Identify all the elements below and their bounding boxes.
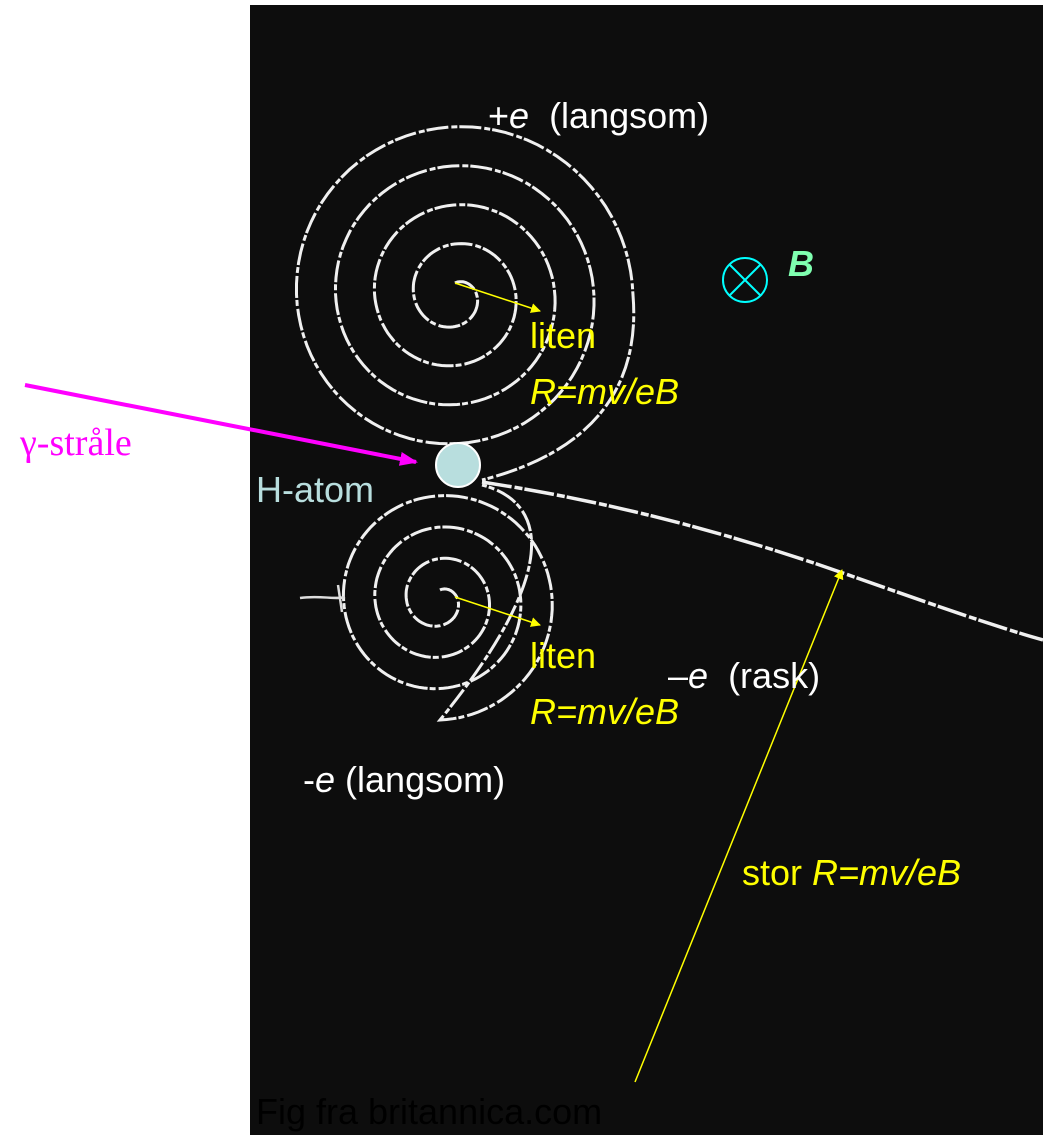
symbol: e bbox=[688, 655, 708, 696]
spiral-track bbox=[295, 125, 636, 482]
h-atom bbox=[435, 442, 481, 488]
formula: R=mv/eB bbox=[812, 852, 961, 893]
field-label: B bbox=[788, 243, 814, 284]
radius-arrow bbox=[454, 282, 541, 313]
field-symbol bbox=[722, 257, 768, 303]
formula-label: R=mv/eB bbox=[530, 691, 679, 732]
spiral-track bbox=[341, 483, 554, 722]
note: (rask) bbox=[708, 655, 820, 696]
formula-label: R=mv/eB bbox=[530, 371, 679, 412]
gamma-label: γ-stråle bbox=[19, 422, 132, 464]
gamma-ray bbox=[24, 383, 418, 466]
sign: + bbox=[488, 95, 509, 136]
radius-arrow bbox=[454, 596, 541, 627]
field-cross bbox=[728, 263, 762, 297]
big-radius-label: stor R=mv/eB bbox=[742, 852, 961, 893]
fast-electron-label: –e (rask) bbox=[668, 655, 820, 696]
size-label: liten bbox=[530, 315, 596, 356]
size-label: liten bbox=[530, 635, 596, 676]
positron-label: +e (langsom) bbox=[488, 95, 709, 136]
note: (langsom) bbox=[335, 759, 505, 800]
symbol: e bbox=[315, 759, 335, 800]
tracks bbox=[295, 125, 636, 722]
symbol: e bbox=[509, 95, 529, 136]
note: (langsom) bbox=[529, 95, 709, 136]
sign: - bbox=[303, 759, 315, 800]
slow-electron-label: -e (langsom) bbox=[303, 759, 505, 800]
mark bbox=[299, 584, 346, 613]
credit: Fig fra britannica.com bbox=[256, 1091, 602, 1132]
atom-label: H-atom bbox=[256, 469, 374, 510]
sign: – bbox=[668, 655, 688, 696]
photo-background bbox=[250, 5, 1043, 1135]
pointer-arrow bbox=[634, 569, 844, 1083]
fast-track bbox=[481, 480, 1043, 642]
word: stor bbox=[742, 852, 812, 893]
